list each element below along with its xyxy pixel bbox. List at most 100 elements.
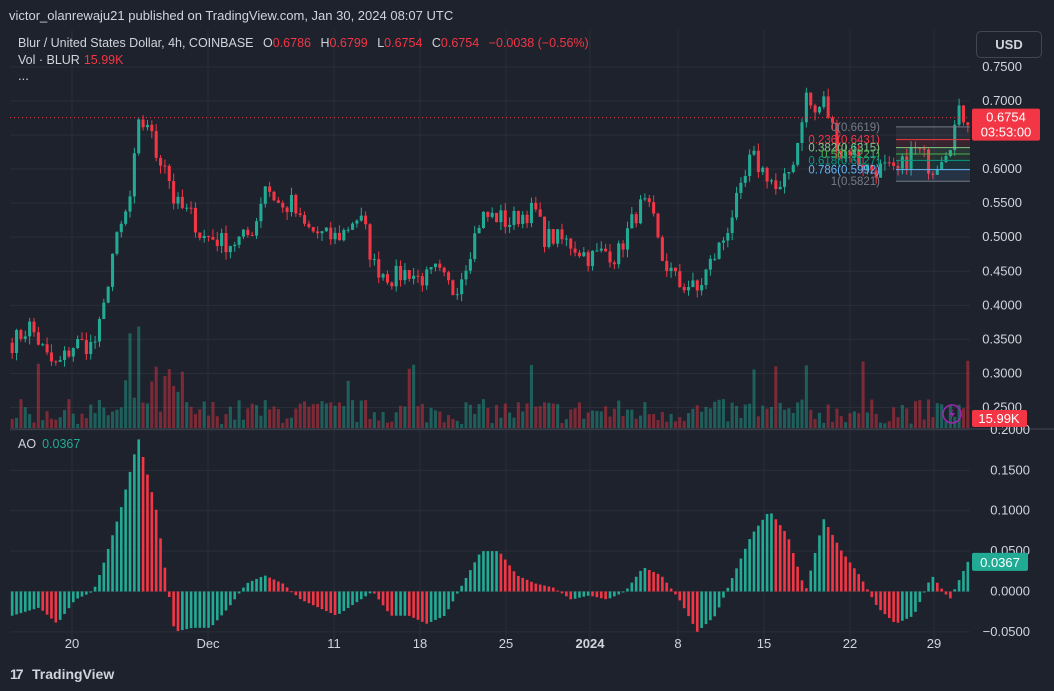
candle-body	[106, 286, 110, 303]
ao-bar	[172, 591, 175, 627]
ao-bar	[547, 586, 551, 592]
volume-bar	[564, 419, 568, 428]
candle-body	[765, 167, 769, 182]
fib-zone	[896, 147, 970, 154]
open-label: O	[263, 36, 273, 50]
ao-bar	[80, 591, 84, 597]
candle-body	[848, 151, 852, 156]
candle-body	[682, 286, 686, 291]
volume-bar	[298, 403, 302, 428]
candle-body	[137, 119, 141, 154]
ao-bar	[434, 591, 437, 620]
ao-bar	[949, 591, 952, 599]
candle-body	[255, 221, 259, 236]
candle-body	[647, 198, 651, 203]
ao-bar	[351, 591, 354, 606]
price-tick-label: 0.7000	[982, 93, 1022, 108]
volume-bar	[97, 399, 101, 428]
ao-bar	[595, 591, 599, 598]
candle-body	[97, 319, 101, 342]
candle-body	[582, 252, 586, 257]
candle-body	[412, 275, 416, 279]
volume-bar	[547, 402, 551, 428]
candle-body	[93, 341, 97, 343]
ao-bar	[194, 591, 197, 628]
candle-body	[796, 142, 800, 165]
candle-body	[543, 216, 547, 247]
ao-label[interactable]: AO	[18, 437, 37, 451]
volume-bar	[787, 408, 791, 428]
candle-body	[547, 229, 551, 247]
ao-bar	[935, 582, 939, 592]
more-indicators[interactable]: ...	[18, 68, 29, 83]
ao-bar	[23, 591, 27, 612]
volume-bar	[883, 423, 887, 428]
candle-body	[953, 124, 957, 151]
ao-bar	[10, 591, 14, 616]
volume-bar	[643, 402, 647, 428]
lightning-icon[interactable]	[942, 404, 962, 424]
candle-body	[464, 270, 468, 280]
ao-bar	[189, 591, 193, 629]
ao-bar	[15, 591, 18, 615]
symbol-title[interactable]: Blur / United States Dollar, 4h, COINBAS…	[18, 36, 254, 50]
volume-bar	[416, 406, 420, 428]
ao-bar	[608, 591, 612, 599]
candle-body	[717, 242, 721, 259]
candle-body	[102, 302, 106, 320]
fib-level-label: 0(0.6619)	[831, 122, 880, 134]
ao-bar	[451, 591, 455, 602]
candle-body	[159, 157, 163, 166]
volume-bar	[198, 409, 202, 428]
candle-body	[708, 258, 712, 270]
candle-body	[473, 233, 477, 260]
ao-bar	[503, 559, 507, 592]
volume-bar	[512, 417, 516, 428]
ao-legend: AO 0.0367	[18, 437, 80, 451]
ao-bar	[499, 553, 503, 592]
volume-bar	[595, 411, 599, 428]
ao-bar	[93, 586, 97, 592]
candle-body	[800, 122, 804, 143]
volume-bar	[10, 418, 14, 428]
volume-bar	[874, 413, 878, 428]
time-tick-label: 20	[65, 636, 79, 651]
candle-body	[660, 237, 664, 261]
volume-bar	[202, 401, 206, 428]
volume-bar	[695, 405, 699, 428]
ao-histogram	[10, 439, 970, 632]
ao-bar	[883, 591, 887, 615]
volume-bar	[224, 414, 228, 428]
ao-bar	[176, 591, 180, 632]
change-value: −0.0038 (−0.56%)	[488, 36, 589, 50]
candle-body	[176, 196, 180, 204]
volume-bar	[634, 418, 638, 428]
candle-body	[783, 173, 787, 187]
currency-button[interactable]: USD	[976, 31, 1042, 58]
ao-bar	[783, 530, 786, 592]
volume-bar	[172, 385, 176, 428]
candle-body	[233, 244, 237, 247]
volume-bar	[835, 408, 839, 428]
ao-bar	[879, 591, 882, 611]
ao-bar	[861, 581, 865, 592]
volume-bar	[215, 416, 219, 428]
volume-bar	[573, 408, 577, 428]
volume-bar	[931, 417, 935, 428]
close-value: 0.6754	[440, 36, 480, 50]
ao-bar	[281, 583, 285, 592]
candle-body	[525, 214, 529, 224]
ao-bar	[639, 570, 642, 592]
volume-bar	[89, 404, 93, 428]
volume-label[interactable]: Vol · BLUR	[18, 53, 80, 67]
tradingview-brand[interactable]: 17 TradingView	[10, 666, 114, 682]
volume-bar	[630, 409, 634, 428]
ao-bar	[870, 591, 874, 598]
candle-body	[604, 248, 608, 252]
candle-body	[625, 228, 629, 250]
candle-body	[58, 360, 62, 362]
ao-bar	[931, 576, 935, 592]
volume-bar	[180, 371, 184, 428]
ao-bar	[407, 591, 411, 616]
